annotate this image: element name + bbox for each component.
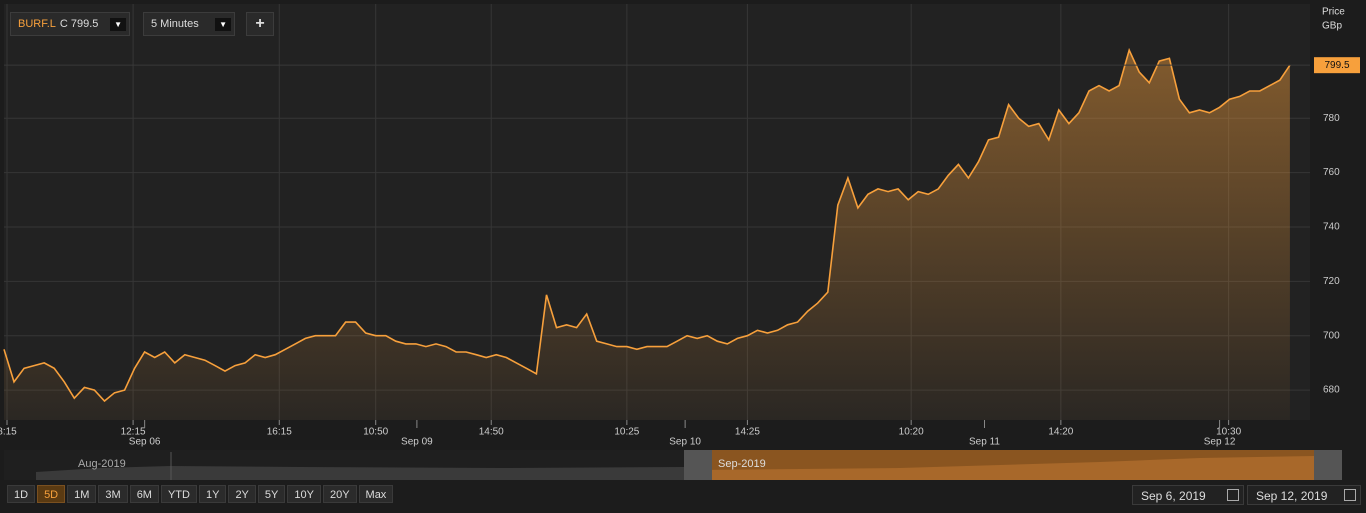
y-tick-label: 760	[1323, 167, 1340, 178]
date-tick-label: Sep 11	[969, 437, 1000, 448]
navigator-sparkline	[36, 466, 684, 480]
y-axis-label: Price	[1322, 7, 1345, 18]
range-button[interactable]: 5D	[37, 485, 66, 503]
range-button[interactable]: 10Y	[287, 485, 321, 503]
range-buttons: 1D 5D 1M 3M 6M YTD 1Y 2Y 5Y 10Y 20Y Max	[7, 485, 394, 503]
navigator-label: Sep-2019	[718, 458, 766, 470]
navigator: Aug-2019 Sep-2019	[4, 450, 1342, 480]
x-tick-label: 8:15	[0, 427, 17, 438]
navigator-handle[interactable]	[684, 450, 712, 480]
date-from-text: Sep 6, 2019	[1141, 489, 1206, 503]
date-tick-label: Sep 06	[129, 437, 161, 448]
x-tick-label: 14:20	[1048, 427, 1073, 438]
x-tick-label: 10:20	[899, 427, 924, 438]
add-button[interactable]: +	[246, 12, 274, 36]
dropdown-caret: ▼	[110, 17, 126, 31]
range-button[interactable]: 2Y	[228, 485, 256, 503]
range-button[interactable]: 6M	[129, 485, 159, 503]
range-button[interactable]: 1D	[7, 485, 36, 503]
x-tick-label: 10:50	[363, 427, 388, 438]
x-tick-label: 10:25	[614, 427, 639, 438]
x-tick-label: 10:30	[1216, 427, 1241, 438]
dropdown-caret: ▼	[215, 17, 231, 31]
interval-box[interactable]: 5 Minutes ▼	[143, 12, 235, 36]
date-from[interactable]: Sep 6, 2019	[1132, 485, 1244, 505]
chart: Price GBp 680 700 720 740 760 780 8:15 12:15 16:…	[0, 4, 1360, 480]
navigator-label: Aug-2019	[78, 458, 126, 470]
range-button[interactable]: 20Y	[322, 485, 357, 503]
y-tick-label: 740	[1323, 222, 1340, 233]
interval: 5 Minutes	[151, 18, 199, 30]
range-button[interactable]: Max	[358, 485, 394, 503]
area-fill	[4, 50, 1290, 420]
x-tick-label: 14:50	[479, 427, 504, 438]
y-tick-label: 680	[1323, 385, 1340, 396]
range-button[interactable]: 1M	[67, 485, 97, 503]
y-tick-label: 720	[1323, 276, 1340, 287]
date-to-text: Sep 12, 2019	[1256, 489, 1328, 503]
range-button[interactable]: 1Y	[198, 485, 227, 503]
y-tick-label: 700	[1323, 330, 1340, 341]
navigator-window-sparkline	[700, 456, 1314, 480]
x-tick-label: 12:15	[121, 427, 146, 438]
x-tick-label: 14:25	[735, 427, 760, 438]
symbol-box[interactable]: BURF.L C 799.5 ▼	[10, 12, 130, 36]
y-tick-label: 780	[1323, 113, 1340, 124]
date-tick-label: Sep 09	[401, 437, 433, 448]
price-prefix: C	[59, 18, 68, 30]
x-tick-label: 16:15	[267, 427, 292, 438]
date-to[interactable]: Sep 12, 2019	[1247, 485, 1361, 505]
date-tick-label: Sep 12	[1204, 437, 1236, 448]
calendar-icon	[1344, 489, 1356, 501]
y-axis-unit: GBp	[1322, 21, 1342, 32]
last-price-tag	[1314, 57, 1360, 74]
navigator-handle[interactable]	[1314, 450, 1342, 480]
range-button[interactable]: YTD	[160, 485, 197, 503]
date-tick-label: Sep 10	[669, 437, 701, 448]
last-price-label: 799.5	[1324, 60, 1349, 71]
range-button[interactable]: 3M	[98, 485, 128, 503]
calendar-icon	[1227, 489, 1239, 501]
range-button[interactable]: 5Y	[257, 485, 286, 503]
symbol: BURF.L	[18, 18, 56, 30]
last-price: 799.5	[70, 18, 99, 30]
price-line	[3, 47, 1291, 403]
